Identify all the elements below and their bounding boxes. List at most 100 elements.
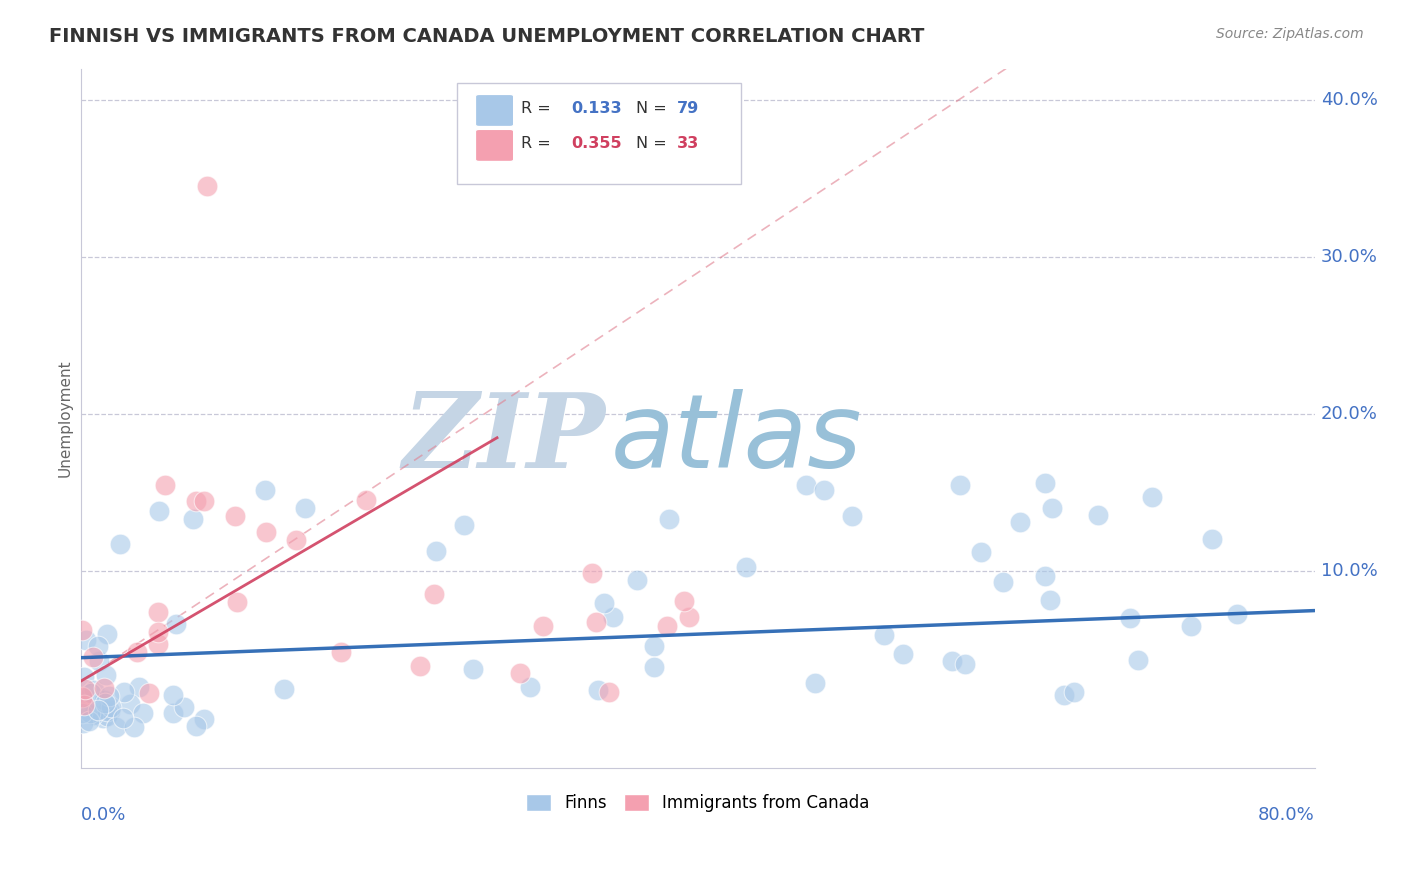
Point [678,610,700,624]
Point [132,706,155,721]
Point [463,662,485,676]
Point [79,686,101,700]
Text: 0.0%: 0.0% [80,806,127,824]
Point [87,703,110,717]
FancyBboxPatch shape [475,129,513,161]
Point [193,493,215,508]
Point [1053,688,1076,702]
Text: N =: N = [636,101,672,116]
Point [96,627,118,641]
Legend: Finns, Immigrants from Canada: Finns, Immigrants from Canada [519,788,876,819]
Point [593,596,616,610]
Point [83,683,105,698]
Text: N =: N = [636,136,672,151]
Point [1140,490,1163,504]
Text: 20.0%: 20.0% [1320,405,1378,423]
Point [941,654,963,668]
Point [1033,475,1056,490]
Point [294,501,316,516]
Point [1035,569,1057,583]
Point [155,478,177,492]
Point [72,670,94,684]
Point [1226,607,1249,621]
Text: Source: ZipAtlas.com: Source: ZipAtlas.com [1216,27,1364,41]
Point [122,720,145,734]
Point [162,688,184,702]
Text: 10.0%: 10.0% [1320,562,1378,581]
Point [423,587,446,601]
Point [643,640,665,654]
Point [82,708,104,723]
Point [72,691,94,706]
Text: ZIP: ZIP [402,388,605,490]
Point [1180,619,1202,633]
Point [82,650,104,665]
Point [181,512,204,526]
Point [586,682,609,697]
Text: 0.355: 0.355 [572,136,623,151]
Point [803,676,825,690]
Text: FINNISH VS IMMIGRANTS FROM CANADA UNEMPLOYMENT CORRELATION CHART: FINNISH VS IMMIGRANTS FROM CANADA UNEMPL… [49,27,925,45]
Point [953,657,976,672]
Point [94,668,117,682]
Point [285,533,308,547]
Point [602,610,624,624]
Point [1040,501,1063,516]
Point [658,512,681,526]
Point [195,179,218,194]
Point [356,493,378,508]
Point [813,483,835,497]
Point [146,637,169,651]
Point [93,693,115,707]
Text: 30.0%: 30.0% [1320,248,1378,266]
Point [519,680,541,694]
Point [585,615,607,630]
Point [98,704,121,718]
Point [173,700,195,714]
Point [330,645,353,659]
Point [79,714,101,728]
Point [91,711,114,725]
Point [120,698,142,712]
Point [112,711,135,725]
Point [949,478,972,492]
Point [224,509,246,524]
Point [841,509,863,524]
Point [1201,532,1223,546]
Point [225,595,247,609]
Point [643,660,665,674]
Point [138,686,160,700]
Point [273,682,295,697]
Point [79,706,101,720]
Text: 40.0%: 40.0% [1320,91,1378,109]
Point [409,658,432,673]
Point [891,647,914,661]
Text: atlas: atlas [612,389,863,489]
Point [128,680,150,694]
Point [96,704,118,718]
Point [186,719,208,733]
Point [425,543,447,558]
FancyBboxPatch shape [457,82,741,184]
Point [1118,611,1140,625]
Point [254,483,277,497]
Point [1039,593,1062,607]
Point [70,706,93,721]
Point [72,698,94,712]
Point [1126,653,1149,667]
Point [1087,508,1109,522]
Point [87,655,110,669]
Point [75,633,97,648]
Point [70,623,93,637]
Text: 0.133: 0.133 [572,101,623,116]
Point [75,682,97,697]
Point [112,685,135,699]
Point [70,690,93,704]
Point [94,696,117,710]
Text: 33: 33 [676,136,699,151]
Point [98,689,121,703]
Text: R =: R = [522,136,555,151]
Text: R =: R = [522,101,555,116]
Point [672,594,695,608]
Point [87,640,110,654]
